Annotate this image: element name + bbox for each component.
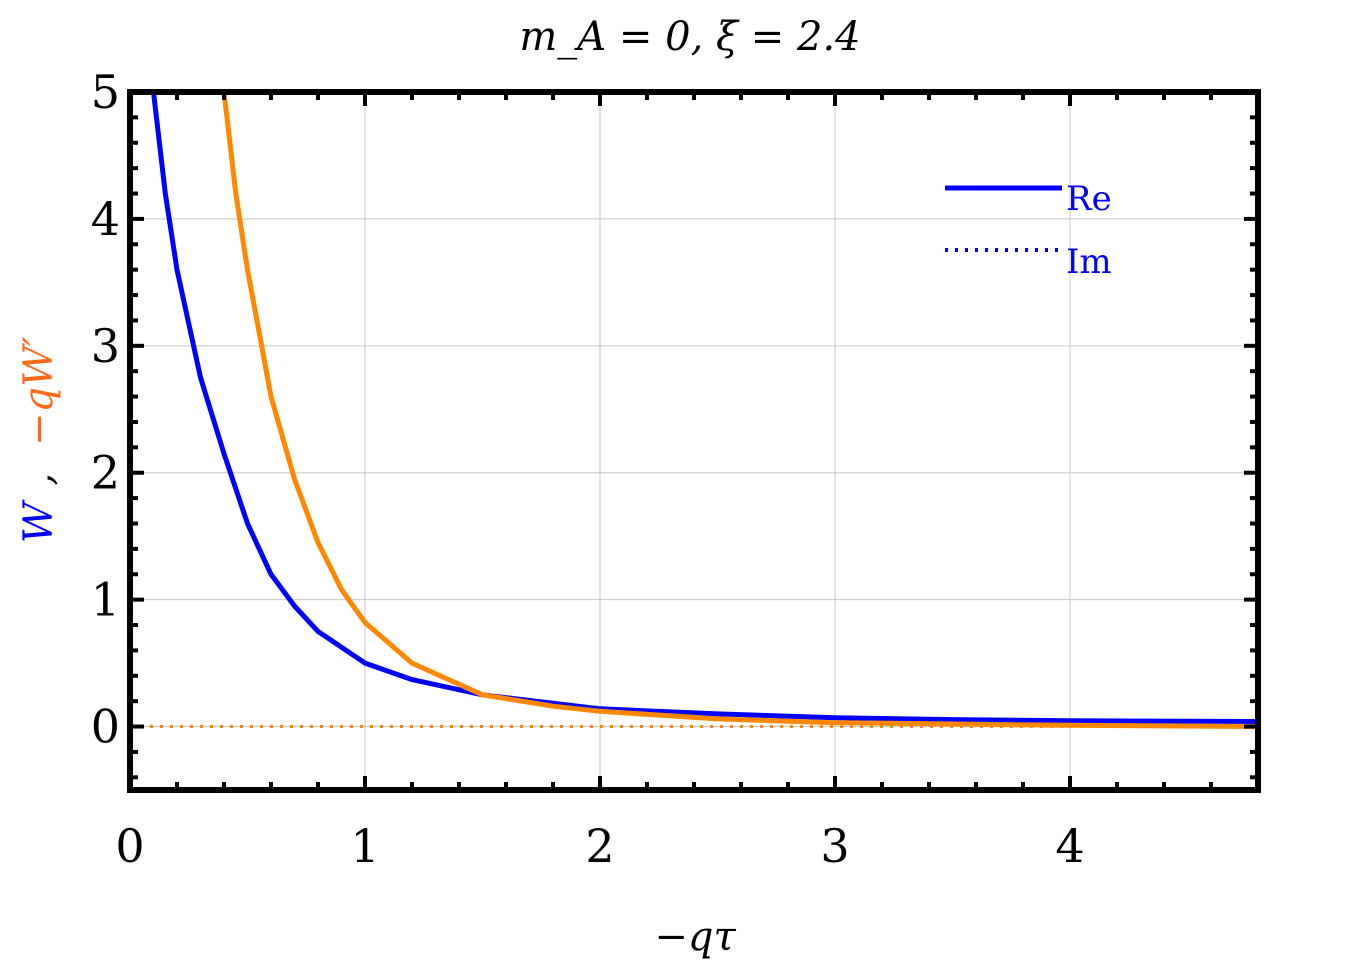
x-tick-label: 3	[820, 819, 849, 873]
series-blue-solid	[151, 91, 1259, 724]
series-layer	[130, 91, 1259, 729]
ticks	[128, 90, 1258, 790]
y-tick-label: 2	[91, 446, 120, 500]
y-tick-label: 3	[91, 319, 120, 373]
chart-title: m_A = 0, ξ = 2.4	[519, 14, 860, 60]
x-tick-label: 0	[115, 819, 144, 873]
x-tick-label: 1	[350, 819, 379, 873]
y-tick-label: 5	[91, 65, 120, 119]
legend: Re Im	[945, 179, 1112, 282]
x-tick-label: 4	[1055, 819, 1084, 873]
y-axis-label-qw: −qW′	[16, 337, 62, 446]
tick-labels: 0 1 2 3 4 0 1 2 3 4 5	[91, 65, 1085, 873]
legend-label-re: Re	[1066, 179, 1112, 219]
series-orange-solid	[221, 91, 1259, 729]
y-axis-label-separator: ,	[16, 473, 62, 486]
grid-lines	[130, 92, 1258, 790]
x-axis-label: −qτ	[654, 914, 736, 960]
y-axis-label-w: W	[16, 499, 62, 543]
x-tick-label: 2	[585, 819, 614, 873]
y-tick-label: 1	[91, 573, 120, 627]
legend-label-im: Im	[1066, 242, 1112, 282]
y-tick-label: 0	[91, 700, 120, 754]
y-tick-label: 4	[91, 192, 120, 246]
y-axis-label: W , −qW′	[16, 337, 62, 544]
